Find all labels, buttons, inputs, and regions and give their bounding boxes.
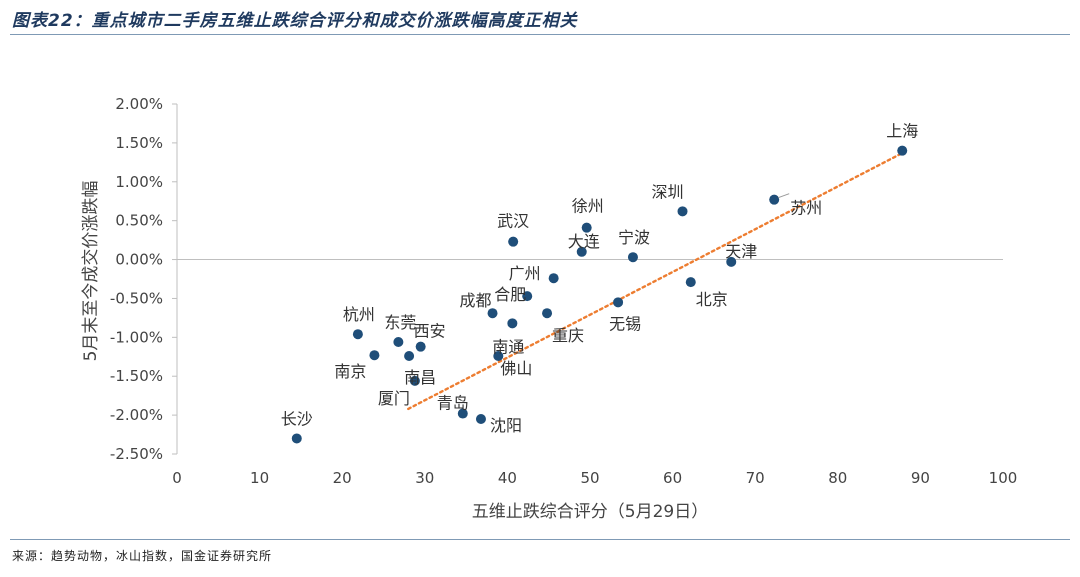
x-tick-label: 40 xyxy=(498,469,517,487)
data-point xyxy=(457,408,468,419)
point-label: 沈阳 xyxy=(490,416,522,435)
y-tick-label: -1.00% xyxy=(110,328,163,346)
data-point xyxy=(576,246,587,257)
point-label: 武汉 xyxy=(497,212,529,231)
data-point xyxy=(487,308,498,319)
footer-divider xyxy=(10,539,1070,540)
x-tick-label: 50 xyxy=(580,469,599,487)
data-point xyxy=(726,256,737,267)
data-point xyxy=(522,291,533,302)
data-point xyxy=(897,145,908,156)
y-axis-title: 5月末至今成交价涨跌幅 xyxy=(81,181,101,362)
point-label: 南通 xyxy=(492,337,524,356)
point-label: 青岛 xyxy=(437,394,469,413)
point-label: 北京 xyxy=(696,290,728,309)
y-tick-label: -0.50% xyxy=(110,289,163,307)
data-point xyxy=(677,206,688,217)
y-axis-ticks: 2.00% 1.50% 1.00% 0.50% 0.00% -0.50% -1.00% -1.… xyxy=(110,95,177,463)
x-tick-label: 90 xyxy=(911,469,930,487)
trend-line xyxy=(407,151,906,411)
data-point xyxy=(404,351,415,361)
y-tick-label: 0.00% xyxy=(115,251,163,269)
point-label: 南京 xyxy=(334,362,366,381)
data-point xyxy=(409,375,420,386)
x-tick-label: 70 xyxy=(746,469,765,487)
y-tick-label: 2.00% xyxy=(115,95,163,113)
point-label: 佛山 xyxy=(500,359,532,378)
data-point xyxy=(475,414,486,424)
point-label: 广州 xyxy=(509,264,541,283)
data-point xyxy=(352,329,363,340)
data-point xyxy=(542,308,553,319)
data-point xyxy=(548,273,559,284)
scatter-chart: 2.00% 1.50% 1.00% 0.50% 0.00% -0.50% -1.00% -1.… xyxy=(81,95,1017,522)
x-tick-label: 100 xyxy=(989,469,1018,487)
x-tick-label: 30 xyxy=(415,469,434,487)
point-label: 大连 xyxy=(568,232,600,251)
point-label: 苏州 xyxy=(790,199,822,218)
y-tick-label: -1.50% xyxy=(110,367,163,385)
y-tick-label: 1.50% xyxy=(115,134,163,152)
y-tick-label: -2.50% xyxy=(110,445,163,463)
point-label: 长沙 xyxy=(281,409,313,428)
x-tick-label: 20 xyxy=(333,469,352,487)
data-point xyxy=(508,236,519,247)
x-tick-label: 10 xyxy=(250,469,269,487)
point-label: 杭州 xyxy=(343,305,375,324)
suzhou-label-leader xyxy=(778,193,790,199)
x-tick-label: 80 xyxy=(828,469,847,487)
data-point xyxy=(493,351,504,361)
point-label: 合肥 xyxy=(494,285,526,304)
data-point xyxy=(769,194,780,205)
data-point xyxy=(291,433,302,444)
point-label: 东莞 xyxy=(384,313,416,332)
point-label: 厦门 xyxy=(378,389,410,408)
point-label: 南昌 xyxy=(404,368,436,387)
source-note: 来源：趋势动物，冰山指数，国金证券研究所 xyxy=(12,549,273,563)
x-axis-ticks: 0 10 20 30 40 50 60 70 80 90 100 xyxy=(172,469,1017,487)
point-label: 无锡 xyxy=(609,314,641,333)
y-tick-label: 0.50% xyxy=(115,212,163,230)
x-tick-label: 60 xyxy=(663,469,682,487)
data-point xyxy=(581,222,592,233)
y-tick-label: -2.00% xyxy=(110,406,163,424)
figure-title: 图表22：重点城市二手房五维止跌综合评分和成交价涨跌幅高度正相关 xyxy=(12,11,578,31)
data-point xyxy=(393,337,404,347)
x-tick-label: 0 xyxy=(172,469,182,487)
point-label: 徐州 xyxy=(572,197,604,216)
data-point xyxy=(613,297,624,308)
figure-header: 图表22：重点城市二手房五维止跌综合评分和成交价涨跌幅高度正相关 xyxy=(0,0,1080,36)
point-label: 上海 xyxy=(886,122,918,141)
point-label: 宁波 xyxy=(618,228,650,247)
data-point xyxy=(369,350,380,361)
x-axis-title: 五维止跌综合评分（5月29日） xyxy=(472,502,708,522)
y-tick-label: 1.00% xyxy=(115,173,163,191)
point-label: 成都 xyxy=(460,291,492,310)
point-label: 深圳 xyxy=(652,182,684,201)
header-divider xyxy=(10,34,1070,35)
data-point xyxy=(415,341,426,352)
point-label: 西安 xyxy=(414,322,446,341)
point-label: 重庆 xyxy=(552,326,584,345)
data-point xyxy=(627,252,638,263)
data-points xyxy=(291,145,908,444)
data-point xyxy=(685,277,696,288)
data-point xyxy=(507,318,518,329)
point-label: 天津 xyxy=(725,242,757,261)
